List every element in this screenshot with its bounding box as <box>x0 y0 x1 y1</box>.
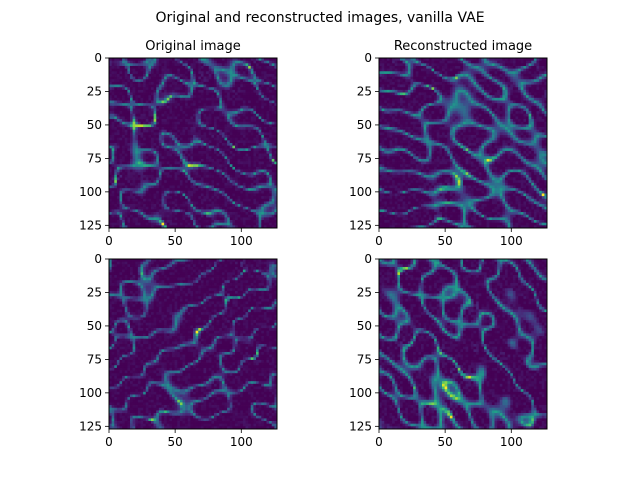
y-tick-label: 125 <box>349 419 372 433</box>
y-tick-label: 75 <box>87 151 102 165</box>
figure-title: Original and reconstructed images, vanil… <box>155 10 484 26</box>
x-tick-label: 100 <box>500 435 523 449</box>
y-tick-label: 25 <box>357 285 372 299</box>
heatmap-image <box>379 58 548 229</box>
y-tick-label: 100 <box>349 386 372 400</box>
heatmap-image <box>379 259 548 430</box>
y-tick-label: 50 <box>357 319 372 333</box>
x-tick-label: 100 <box>230 435 253 449</box>
x-tick-label: 50 <box>168 435 183 449</box>
y-tick-label: 100 <box>79 185 102 199</box>
panel-3: 0 50 100 0 25 50 75 100 125 <box>79 252 278 449</box>
y-tick-label: 50 <box>87 118 102 132</box>
y-tick-label: 0 <box>94 51 102 65</box>
x-tick-label: 50 <box>438 435 453 449</box>
panel-title: Reconstructed image <box>394 39 532 54</box>
x-tick-label: 50 <box>438 234 453 248</box>
y-tick-label: 100 <box>79 386 102 400</box>
axes-frame <box>378 258 548 430</box>
y-tick-label: 0 <box>364 51 372 65</box>
axes-frame <box>108 57 278 229</box>
panel-4: 0 50 100 0 25 50 75 100 125 <box>349 252 548 449</box>
y-tick-label: 50 <box>357 118 372 132</box>
panel-1: Original image 0 50 100 0 25 50 75 100 125 <box>79 39 278 248</box>
x-tick-label: 0 <box>375 435 383 449</box>
y-tick-label: 100 <box>349 185 372 199</box>
x-tick-label: 100 <box>230 234 253 248</box>
y-tick-label: 125 <box>79 419 102 433</box>
y-tick-label: 50 <box>87 319 102 333</box>
y-tick-label: 0 <box>364 252 372 266</box>
y-tick-label: 75 <box>357 352 372 366</box>
y-tick-label: 25 <box>87 84 102 98</box>
x-tick-label: 0 <box>105 435 113 449</box>
y-tick-label: 75 <box>357 151 372 165</box>
heatmap-image <box>109 259 278 430</box>
panel-2: Reconstructed image 0 50 100 0 25 50 75 100 125 <box>349 39 548 248</box>
x-tick-label: 50 <box>168 234 183 248</box>
panel-title: Original image <box>145 39 241 54</box>
axes-frame <box>378 57 548 229</box>
heatmap-image <box>109 58 278 229</box>
axes-frame <box>108 258 278 430</box>
x-tick-label: 0 <box>105 234 113 248</box>
x-tick-label: 0 <box>375 234 383 248</box>
x-tick-label: 100 <box>500 234 523 248</box>
y-tick-label: 125 <box>79 218 102 232</box>
y-tick-label: 25 <box>357 84 372 98</box>
y-tick-label: 75 <box>87 352 102 366</box>
y-tick-label: 25 <box>87 285 102 299</box>
y-tick-label: 0 <box>94 252 102 266</box>
y-tick-label: 125 <box>349 218 372 232</box>
